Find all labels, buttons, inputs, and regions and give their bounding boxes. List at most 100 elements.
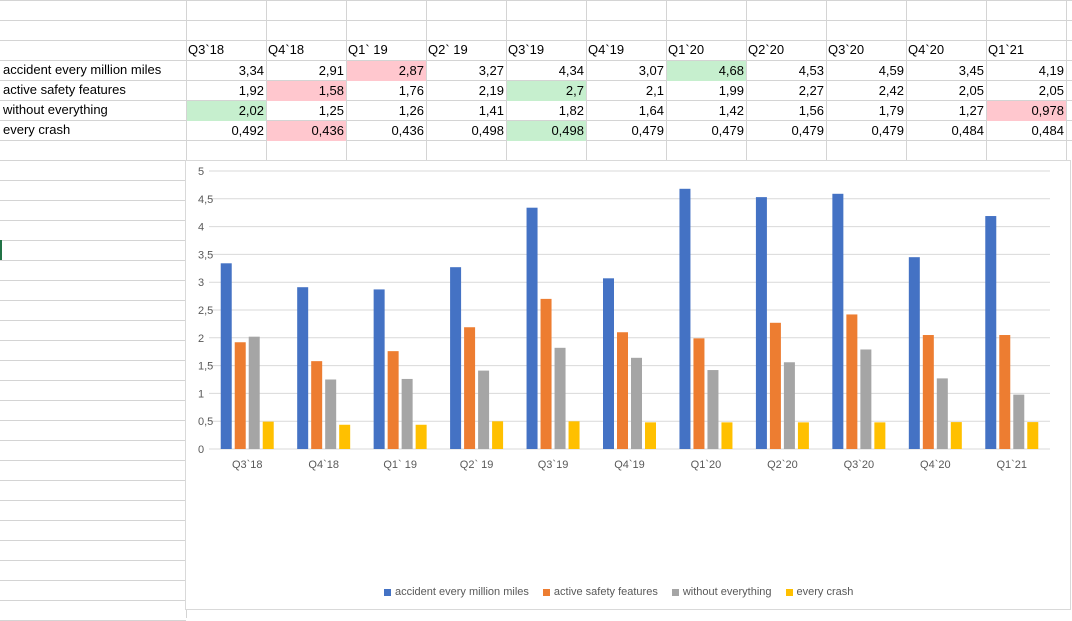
column-header-cell[interactable]: Q1`21 (988, 42, 1025, 57)
bar-active-safety-features-8 (846, 314, 858, 449)
legend-item[interactable]: without everything (671, 586, 772, 598)
bar-accident-every-million-miles-6 (679, 188, 691, 449)
value-cell[interactable]: 0,479 (871, 123, 904, 138)
value-cell[interactable]: 1,58 (267, 81, 346, 101)
bar-active-safety-features-9 (922, 335, 934, 449)
value-cell[interactable]: 1,92 (238, 83, 264, 98)
value-cell[interactable]: 1,76 (398, 83, 424, 98)
column-header-cell[interactable]: Q1`20 (668, 42, 705, 57)
x-tick-label: Q4`18 (308, 459, 339, 471)
bar-every-crash-10 (1027, 422, 1039, 449)
y-tick-label: 4 (198, 222, 204, 234)
legend-label: every crash (796, 586, 854, 598)
bar-accident-every-million-miles-8 (832, 193, 844, 449)
value-cell[interactable]: 0,492 (231, 123, 264, 138)
x-tick-label: Q3`20 (844, 459, 875, 471)
bar-accident-every-million-miles-1 (297, 287, 309, 449)
value-cell[interactable]: 2,1 (645, 83, 664, 98)
row-label-cell[interactable]: accident every million miles (3, 62, 162, 77)
legend-swatch (384, 588, 391, 596)
bar-active-safety-features-7 (769, 322, 781, 449)
y-tick-label: 0 (198, 444, 204, 456)
value-cell[interactable]: 2,05 (1038, 83, 1064, 98)
value-cell[interactable]: 2,87 (347, 61, 426, 81)
row-gridline (0, 420, 186, 421)
value-cell[interactable]: 0,479 (711, 123, 744, 138)
value-cell[interactable]: 3,34 (238, 63, 264, 78)
row-gridline (0, 60, 1072, 61)
value-cell[interactable]: 0,436 (391, 123, 424, 138)
value-cell[interactable]: 2,42 (878, 83, 904, 98)
value-cell[interactable]: 4,34 (558, 63, 584, 78)
column-header-cell[interactable]: Q3`19 (508, 42, 545, 57)
bar-without-everything-2 (401, 378, 413, 449)
value-cell[interactable]: 2,05 (958, 83, 984, 98)
bar-active-safety-features-4 (540, 298, 552, 449)
bar-every-crash-7 (797, 422, 809, 449)
bar-without-everything-5 (631, 357, 642, 449)
bar-active-safety-features-10 (999, 335, 1011, 449)
value-cell[interactable]: 3,45 (958, 63, 984, 78)
value-cell[interactable]: 0,978 (987, 101, 1066, 121)
bar-without-everything-6 (707, 370, 719, 449)
value-cell[interactable]: 2,7 (507, 81, 586, 101)
y-tick-label: 3,5 (198, 249, 213, 261)
column-header-cell[interactable]: Q2` 19 (428, 42, 468, 57)
column-header-cell[interactable]: Q3`18 (188, 42, 225, 57)
value-cell[interactable]: 0,479 (791, 123, 824, 138)
column-header-cell[interactable]: Q4`18 (268, 42, 305, 57)
x-tick-label: Q2`20 (767, 459, 798, 471)
value-cell[interactable]: 3,27 (478, 63, 504, 78)
x-tick-label: Q1` 19 (383, 459, 417, 471)
y-tick-label: 4,5 (198, 194, 213, 206)
value-cell[interactable]: 1,56 (798, 103, 824, 118)
column-gridline (346, 0, 347, 160)
bar-active-safety-features-2 (387, 351, 399, 449)
value-cell[interactable]: 1,25 (318, 103, 344, 118)
row-label-cell[interactable]: without everything (3, 102, 108, 117)
value-cell[interactable]: 1,41 (478, 103, 504, 118)
value-cell[interactable]: 3,07 (638, 63, 664, 78)
value-cell[interactable]: 0,484 (1031, 123, 1064, 138)
value-cell[interactable]: 1,82 (558, 103, 584, 118)
legend-item[interactable]: accident every million miles (384, 586, 529, 598)
column-header-cell[interactable]: Q3`20 (828, 42, 865, 57)
value-cell[interactable]: 1,27 (958, 103, 984, 118)
column-gridline (426, 0, 427, 160)
value-cell[interactable]: 4,68 (667, 61, 746, 81)
legend-label: accident every million miles (395, 586, 529, 598)
value-cell[interactable]: 0,484 (951, 123, 984, 138)
value-cell[interactable]: 1,99 (718, 83, 744, 98)
row-label-cell[interactable]: active safety features (3, 82, 126, 97)
row-label-cell[interactable]: every crash (3, 122, 71, 137)
value-cell[interactable]: 0,436 (267, 121, 346, 141)
bar-accident-every-million-miles-3 (450, 267, 462, 449)
value-cell[interactable]: 4,19 (1038, 63, 1064, 78)
value-cell[interactable]: 0,498 (507, 121, 586, 141)
value-cell[interactable]: 4,53 (798, 63, 824, 78)
column-header-cell[interactable]: Q4`19 (588, 42, 625, 57)
value-cell[interactable]: 0,498 (471, 123, 504, 138)
legend-item[interactable]: active safety features (542, 586, 658, 598)
y-tick-label: 2 (198, 333, 204, 345)
row-gridline (0, 280, 186, 281)
value-cell[interactable]: 1,64 (638, 103, 664, 118)
value-cell[interactable]: 4,59 (878, 63, 904, 78)
column-header-cell[interactable]: Q4`20 (908, 42, 945, 57)
value-cell[interactable]: 1,79 (878, 103, 904, 118)
chart-area[interactable]: 0 0,5 1 1,5 2 2,5 3 3,5 4 4,5 5 Q3`18 Q4`18 Q1` 19 Q2`… (185, 160, 1071, 610)
row-gridline (0, 340, 186, 341)
bar-without-everything-3 (478, 370, 490, 449)
legend-item[interactable]: every crash (785, 586, 854, 598)
value-cell[interactable]: 1,26 (398, 103, 424, 118)
value-cell[interactable]: 1,42 (718, 103, 744, 118)
value-cell[interactable]: 2,19 (478, 83, 504, 98)
value-cell[interactable]: 2,02 (187, 101, 266, 121)
row-gridline (0, 300, 186, 301)
value-cell[interactable]: 2,27 (798, 83, 824, 98)
bar-without-everything-8 (860, 349, 872, 449)
column-header-cell[interactable]: Q1` 19 (348, 42, 388, 57)
value-cell[interactable]: 2,91 (318, 63, 344, 78)
column-header-cell[interactable]: Q2`20 (748, 42, 785, 57)
value-cell[interactable]: 0,479 (631, 123, 664, 138)
